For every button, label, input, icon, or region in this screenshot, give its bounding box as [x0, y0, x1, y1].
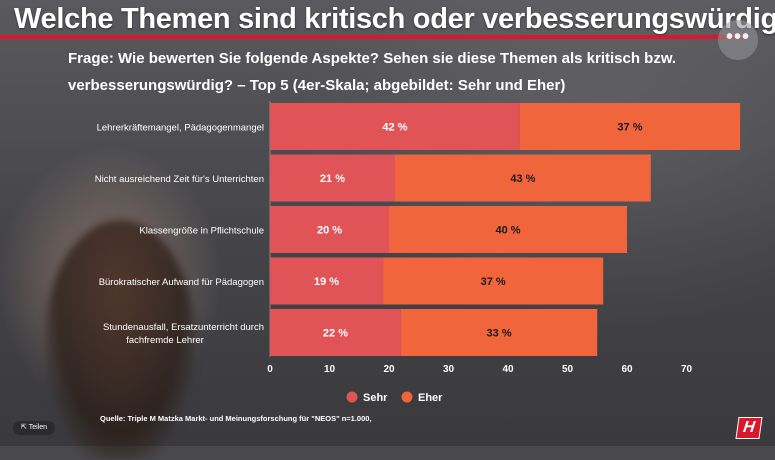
source-note: Quelle: Triple M Matzka Markt- und Meinu… — [100, 414, 372, 423]
bar-sehr — [270, 103, 520, 150]
data-label: 37 % — [481, 276, 506, 288]
x-tick-label: 30 — [443, 364, 455, 375]
background-person — [45, 220, 195, 460]
headline-underline — [0, 35, 745, 39]
share-icon: ⇱ — [21, 424, 29, 431]
data-label: 19 % — [314, 276, 339, 288]
headline-title: Welche Themen sind kritisch oder verbess… — [14, 3, 775, 35]
category-label: Nicht ausreichend Zeit für's Unterrichte… — [95, 174, 264, 185]
headline-bar: Welche Themen sind kritisch oder verbess… — [0, 0, 775, 44]
data-label: 43 % — [510, 173, 535, 185]
data-label: 20 % — [317, 225, 342, 237]
legend-label: Sehr — [363, 392, 388, 404]
legend-marker-eher — [401, 391, 413, 403]
stacked-bar-chart: 42 % 37 % Lehrerkräftemangel, Pädagogenman… — [95, 101, 741, 404]
data-label: 22 % — [323, 328, 348, 340]
bar-eher — [383, 257, 604, 305]
more-options-button[interactable]: ••• — [718, 20, 758, 60]
x-tick-label: 50 — [562, 364, 574, 375]
category-label: Lehrerkräftemangel, Pädagogenmangel — [97, 123, 264, 134]
bar-eher — [394, 154, 651, 202]
data-label: 42 % — [382, 122, 407, 134]
legend-label: Eher — [418, 392, 443, 404]
bar-sehr — [270, 206, 389, 253]
chart-subtitle: Frage: Wie bewerten Sie folgende Aspekte… — [68, 50, 677, 94]
data-label: 21 % — [320, 173, 345, 185]
x-tick-label: 10 — [324, 364, 336, 375]
category-label: Klassengröße in Pflichtschule — [139, 226, 264, 237]
x-tick-label: 0 — [267, 364, 273, 375]
x-tick-label: 20 — [383, 364, 395, 375]
bar-eher — [400, 309, 598, 356]
share-label: Teilen — [28, 424, 47, 431]
data-label: 40 % — [495, 225, 520, 237]
data-label: 33 % — [487, 328, 512, 340]
x-tick-label: 70 — [681, 364, 693, 375]
category-label: Stundenausfall, Ersatzunterricht durch fa… — [103, 322, 264, 346]
bar-sehr — [270, 257, 384, 305]
bar-eher — [389, 206, 627, 253]
bar-sehr — [270, 154, 395, 202]
x-tick-label: 60 — [621, 364, 633, 375]
x-tick-label: 40 — [502, 364, 514, 375]
category-label: Bürokratischer Aufwand für Pädagogen — [99, 277, 264, 288]
share-button[interactable]: ⇱ Teilen — [13, 421, 55, 435]
legend-marker-sehr — [346, 391, 358, 403]
bar-eher — [519, 103, 741, 150]
bar-sehr — [270, 309, 401, 356]
brand-logo: H — [735, 417, 763, 439]
data-label: 37 % — [617, 122, 642, 134]
